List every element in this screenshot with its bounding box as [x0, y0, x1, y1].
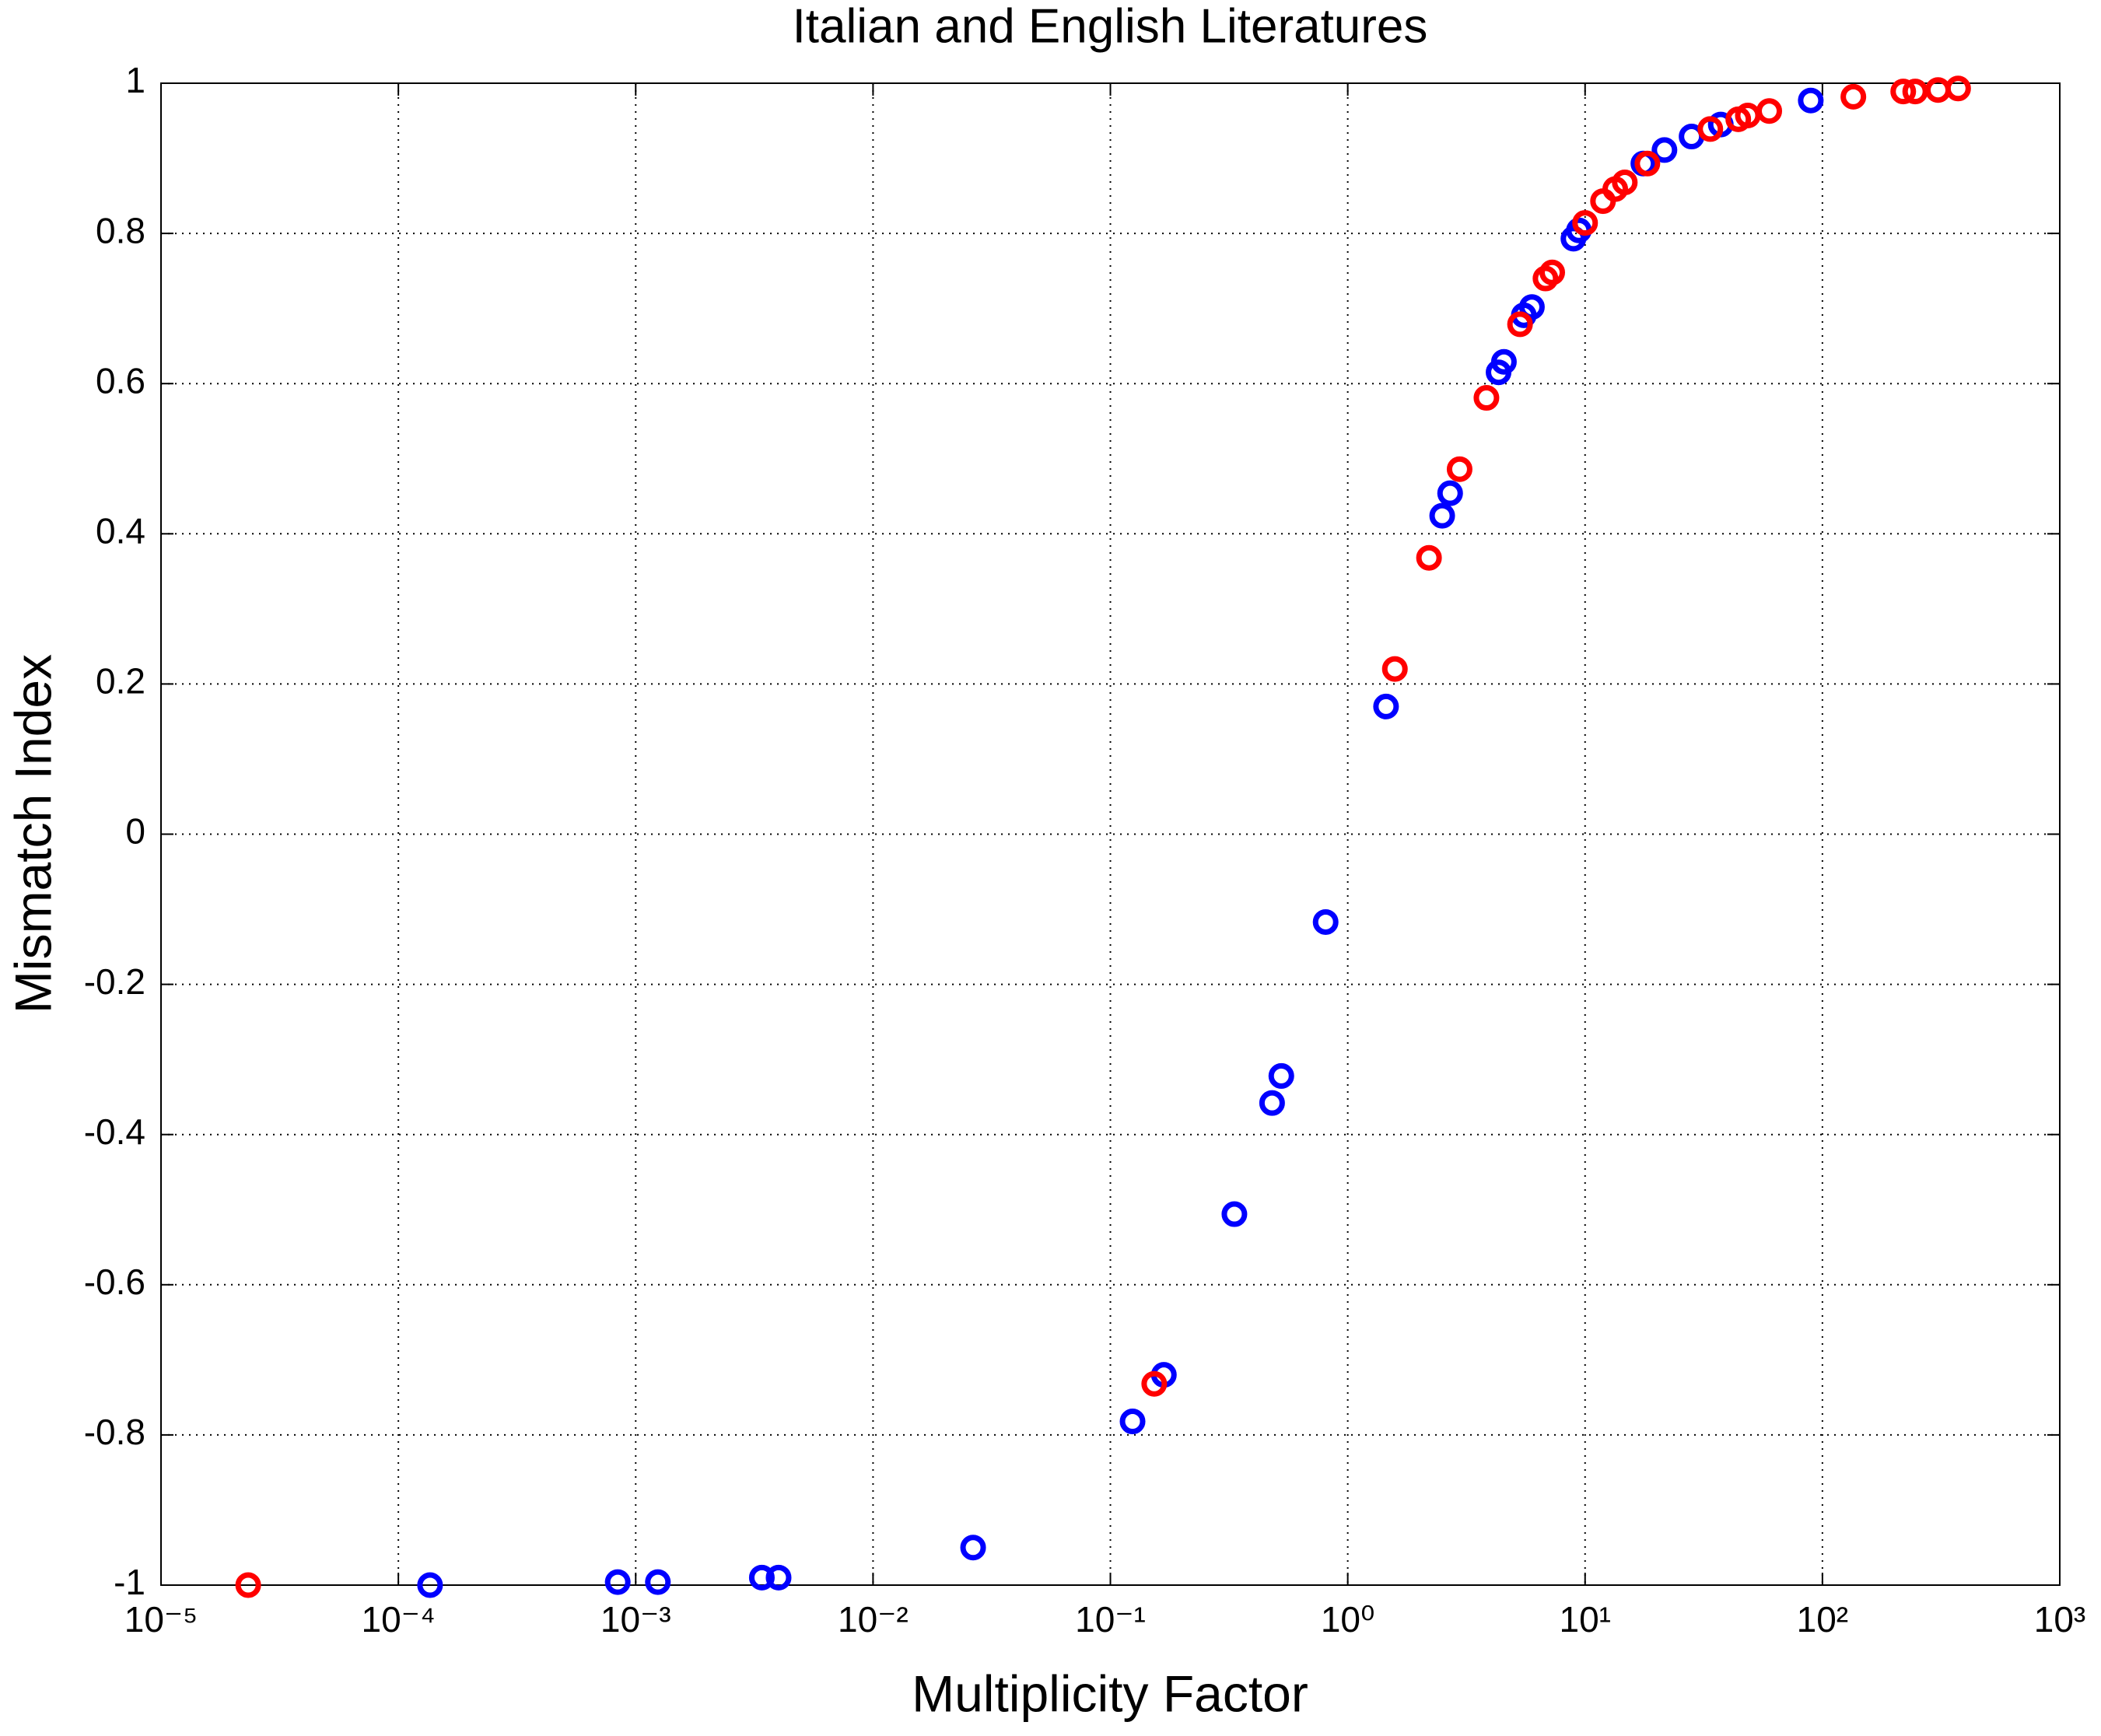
y-tick-label: 0.4	[96, 510, 145, 551]
y-tick-label: -0.4	[84, 1111, 145, 1152]
marker	[765, 1564, 792, 1591]
marker	[417, 1572, 443, 1598]
marker	[1381, 656, 1408, 682]
y-tick-label: -0.6	[84, 1262, 145, 1302]
marker	[604, 1569, 631, 1595]
marker	[1507, 311, 1533, 338]
marker	[1437, 480, 1463, 506]
marker	[1651, 137, 1678, 163]
marker	[960, 1535, 986, 1561]
x-tick-label: 10⁻¹	[1075, 1599, 1146, 1640]
marker	[1612, 169, 1638, 195]
marker	[1840, 83, 1867, 110]
plot-frame	[160, 82, 2061, 1586]
y-tick-label: -1	[114, 1562, 145, 1602]
x-tick-label: 10⁰	[1321, 1599, 1375, 1640]
marker	[1373, 693, 1399, 719]
marker	[1221, 1201, 1248, 1227]
marker	[1141, 1370, 1168, 1397]
marker	[1446, 456, 1472, 482]
x-tick-label: 10⁻²	[838, 1599, 909, 1640]
marker	[1945, 75, 1971, 102]
y-tick-label: 0.2	[96, 661, 145, 702]
x-tick-label: 10⁻⁵	[124, 1599, 198, 1640]
x-tick-label: 10²	[1797, 1599, 1848, 1640]
y-tick-label: 0.8	[96, 210, 145, 250]
marker	[645, 1569, 671, 1595]
x-tick-label: 10⁻³	[601, 1599, 671, 1640]
marker	[1697, 116, 1724, 142]
marker	[1259, 1090, 1285, 1116]
y-axis-label: Mismatch Index	[4, 654, 61, 1013]
marker	[235, 1572, 261, 1598]
x-tick-label: 10¹	[1560, 1599, 1611, 1640]
marker	[1416, 544, 1442, 571]
marker	[1572, 210, 1599, 236]
marker	[1490, 348, 1517, 375]
marker	[1798, 87, 1824, 114]
marker	[1539, 259, 1566, 285]
marker	[1268, 1062, 1294, 1089]
y-tick-label: -0.8	[84, 1412, 145, 1452]
y-tick-label: 0	[125, 811, 145, 852]
x-tick-label: 10³	[2034, 1599, 2085, 1640]
y-tick-label: 1	[125, 60, 145, 100]
marker	[1429, 502, 1455, 529]
marker	[1312, 908, 1339, 935]
marker	[1518, 294, 1545, 320]
x-tick-label: 10⁻⁴	[362, 1599, 436, 1640]
x-axis-label: Multiplicity Factor	[912, 1664, 1308, 1722]
marker	[1473, 385, 1500, 411]
y-tick-label: 0.6	[96, 360, 145, 401]
marker	[1890, 79, 1917, 105]
chart-title: Italian and English Literatures	[793, 0, 1428, 53]
marker	[1756, 98, 1783, 124]
marker	[1119, 1409, 1146, 1435]
marker	[748, 1564, 775, 1591]
y-tick-label: -0.2	[84, 961, 145, 1002]
marker	[1634, 150, 1661, 177]
